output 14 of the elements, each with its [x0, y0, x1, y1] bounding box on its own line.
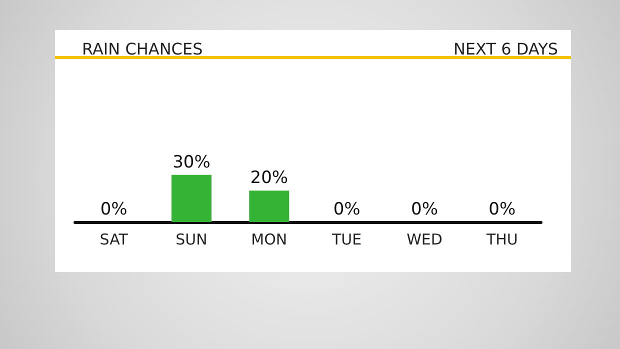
- x-tick-label: THU: [485, 230, 518, 248]
- x-tick-label: SUN: [176, 230, 208, 248]
- data-label: 0%: [100, 200, 128, 220]
- chart-subtitle: NEXT 6 DAYS: [453, 40, 558, 58]
- data-label: 0%: [333, 200, 360, 220]
- data-label: 20%: [250, 168, 288, 188]
- data-label: 0%: [488, 200, 516, 220]
- data-label: 0%: [411, 200, 438, 220]
- x-tick-label: WED: [406, 230, 442, 248]
- chart-title: RAIN CHANCES: [82, 40, 203, 58]
- data-label: 30%: [172, 152, 210, 172]
- x-tick-label: TUE: [331, 230, 362, 248]
- x-tick-label: SAT: [100, 230, 129, 248]
- x-tick-label: MON: [251, 230, 288, 248]
